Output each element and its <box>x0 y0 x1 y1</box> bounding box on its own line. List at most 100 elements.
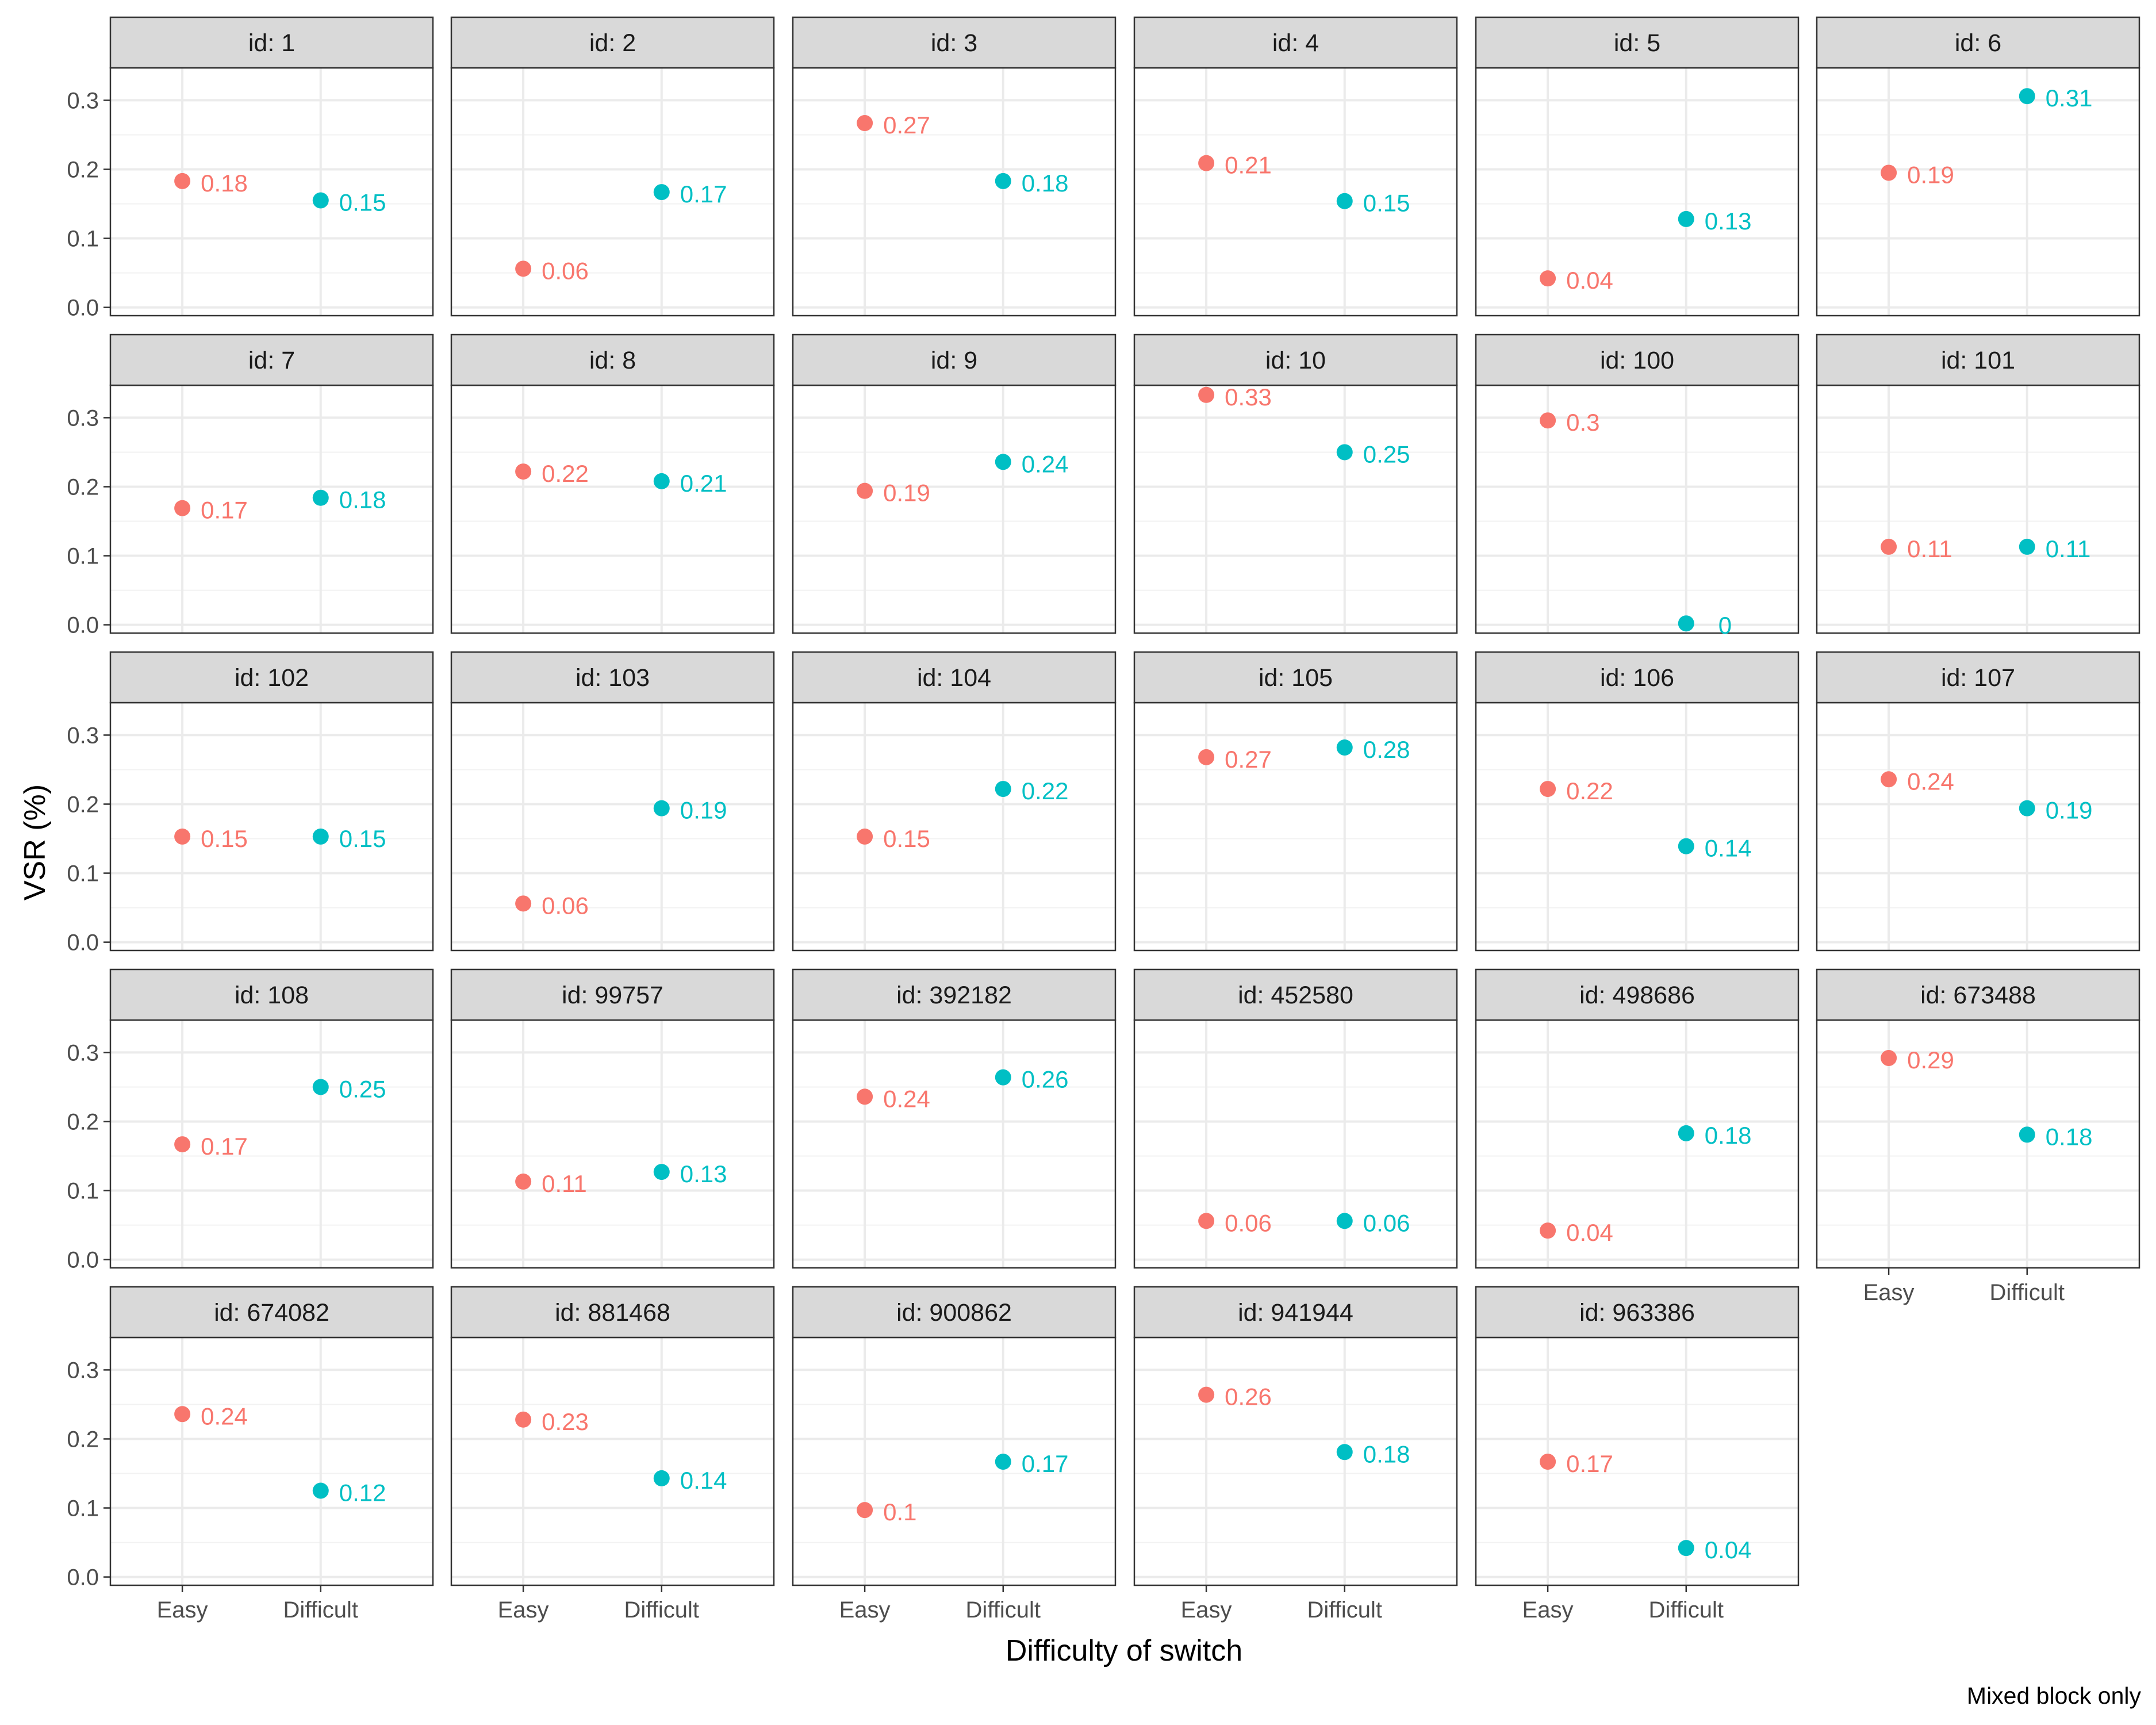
y-tick-label: 0.2 <box>67 1109 99 1134</box>
facet-strip <box>450 968 775 1021</box>
easy-value-label: 0.06 <box>542 257 589 284</box>
difficult-point <box>1336 1444 1353 1460</box>
difficult-point <box>995 1454 1011 1470</box>
difficult-point <box>1336 1213 1353 1229</box>
easy-value-label: 0.22 <box>542 460 589 487</box>
facet-strip-label: id: 106 <box>1600 664 1674 692</box>
facet-panel: id: 4 0.21 0.15 <box>1133 16 1458 317</box>
panel-background <box>1134 68 1457 316</box>
easy-value-label: 0.04 <box>1566 267 1613 294</box>
difficult-value-label: 0.14 <box>680 1467 727 1494</box>
facet-panel: id: 963386 Easy Difficult 0.17 0.04 <box>1475 1286 1800 1623</box>
easy-value-label: 0.04 <box>1566 1219 1613 1246</box>
facet-panel: id: 881468 Easy Difficult 0.23 0.14 <box>450 1286 775 1623</box>
facet-strip <box>1133 968 1458 1021</box>
difficult-value-label: 0.15 <box>339 189 386 216</box>
facet-strip <box>1133 334 1458 386</box>
y-tick-label: 0.3 <box>67 1358 99 1383</box>
y-tick-label: 0.3 <box>67 405 99 431</box>
panel-background <box>1476 1020 1798 1268</box>
y-tick-label: 0.2 <box>67 792 99 817</box>
x-tick-label: Difficult <box>1990 1280 2065 1305</box>
facet-panel: id: 107 0.24 0.19 <box>1816 651 2140 952</box>
facet-panel: id: 941944 Easy Difficult 0.26 0.18 <box>1133 1286 1458 1623</box>
panel-background <box>110 703 433 950</box>
facet-strip-label: id: 2 <box>589 29 636 57</box>
y-tick-label: 0.1 <box>67 861 99 887</box>
facet-strip <box>450 334 775 386</box>
easy-point <box>1540 412 1556 429</box>
difficult-value-label: 0.13 <box>680 1160 727 1187</box>
facet-strip-label: id: 673488 <box>1920 982 2036 1009</box>
panel-background <box>1817 1020 2139 1268</box>
panel-background <box>451 703 774 950</box>
facet-strip <box>1816 651 2140 704</box>
facet-strip-label: id: 392182 <box>896 982 1012 1009</box>
panel-background <box>1134 1337 1457 1585</box>
facet-strip <box>109 334 434 386</box>
easy-point <box>1540 1222 1556 1239</box>
easy-value-label: 0.17 <box>201 1133 248 1160</box>
facet-strip <box>792 334 1117 386</box>
easy-value-label: 0.17 <box>201 497 248 524</box>
facet-strip <box>450 1286 775 1339</box>
easy-value-label: 0.24 <box>1907 768 1954 795</box>
panel-background <box>1476 1337 1798 1585</box>
facet-strip-label: id: 9 <box>931 347 977 374</box>
y-tick-label: 0.1 <box>67 1496 99 1521</box>
panel-background <box>1817 385 2139 633</box>
easy-value-label: 0.11 <box>1907 535 1952 562</box>
facet-strip-label: id: 10 <box>1265 347 1326 374</box>
facet-strip-label: id: 103 <box>576 664 650 692</box>
easy-value-label: 0.27 <box>883 112 930 139</box>
facet-strip-label: id: 4 <box>1272 29 1319 57</box>
facet-strip-label: id: 5 <box>1614 29 1660 57</box>
difficult-value-label: 0.25 <box>339 1075 386 1102</box>
facet-strip-label: id: 941944 <box>1238 1299 1353 1327</box>
easy-point <box>1198 1213 1215 1229</box>
facet-strip-label: id: 498686 <box>1579 982 1695 1009</box>
difficult-value-label: 0.28 <box>1363 736 1410 763</box>
facet-strip-label: id: 102 <box>235 664 309 692</box>
difficult-point <box>312 192 329 209</box>
y-tick-label: 0.2 <box>67 1427 99 1452</box>
difficult-value-label: 0.06 <box>1363 1209 1410 1236</box>
easy-value-label: 0.22 <box>1566 777 1613 804</box>
difficult-value-label: 0.15 <box>1363 190 1410 217</box>
difficult-point <box>312 828 329 845</box>
x-tick-label: Difficult <box>283 1597 358 1623</box>
difficult-point <box>995 454 1011 470</box>
facet-panel: id: 673488 Easy Difficult 0.29 0.18 <box>1816 968 2140 1305</box>
easy-value-label: 0.06 <box>1225 1209 1272 1236</box>
facet-panel: id: 104 0.15 0.22 <box>792 651 1117 952</box>
y-tick-label: 0.0 <box>67 613 99 638</box>
panel-background <box>793 703 1115 950</box>
facet-panel: id: 5 0.04 0.13 <box>1475 16 1800 317</box>
facet-strip-label: id: 7 <box>248 347 295 374</box>
facet-strip <box>450 651 775 704</box>
difficult-value-label: 0.18 <box>1022 170 1069 197</box>
difficult-value-label: 0.15 <box>339 825 386 852</box>
easy-point <box>1540 270 1556 287</box>
x-tick-label: Easy <box>1522 1597 1574 1623</box>
difficult-point <box>995 1069 1011 1086</box>
difficult-point <box>312 489 329 506</box>
caption: Mixed block only <box>1967 1682 2142 1709</box>
panel-background <box>1134 703 1457 950</box>
y-tick-label: 0.2 <box>67 157 99 182</box>
easy-point <box>1881 538 1897 555</box>
y-tick-label: 0.1 <box>67 1179 99 1204</box>
panel-background <box>1476 385 1798 633</box>
easy-point <box>174 500 191 516</box>
y-axis-title: VSR (%) <box>18 784 52 900</box>
difficult-point <box>653 1164 670 1180</box>
difficult-point <box>2019 538 2035 555</box>
difficult-value-label: 0 <box>1718 612 1732 639</box>
facet-panel: id: 3 0.27 0.18 <box>792 16 1117 317</box>
difficult-value-label: 0.22 <box>1022 777 1069 804</box>
facet-strip <box>109 16 434 69</box>
difficult-value-label: 0.26 <box>1022 1066 1069 1093</box>
y-tick-label: 0.0 <box>67 296 99 321</box>
facet-strip-label: id: 104 <box>917 664 991 692</box>
easy-value-label: 0.11 <box>542 1170 587 1197</box>
